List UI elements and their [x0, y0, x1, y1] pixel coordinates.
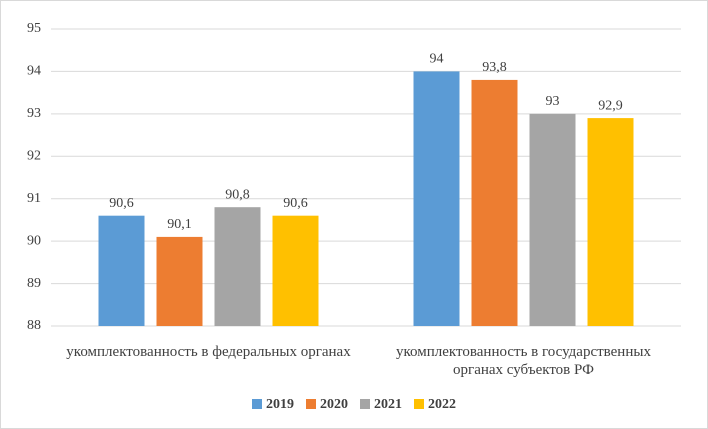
y-tick-label: 93 — [27, 106, 41, 121]
y-tick-label: 92 — [27, 149, 41, 164]
bar — [214, 207, 261, 326]
legend-label: 2020 — [320, 397, 348, 412]
bar — [471, 79, 518, 327]
bar — [272, 215, 319, 326]
legend-swatch — [360, 399, 370, 409]
data-label: 90,6 — [283, 196, 308, 211]
y-tick-label: 89 — [27, 276, 41, 291]
legend-label: 2021 — [374, 397, 402, 412]
x-tick-label: укомплектованность в государственных орг… — [396, 344, 651, 378]
data-label: 90,6 — [109, 196, 134, 211]
legend-item: 2020 — [306, 397, 348, 412]
bar — [156, 236, 203, 326]
legend-swatch — [414, 399, 424, 409]
x-tick-label: укомплектованность в федеральных органах — [66, 344, 351, 360]
legend-label: 2022 — [428, 397, 456, 412]
data-label: 90,8 — [225, 187, 250, 202]
data-label: 93,8 — [482, 60, 507, 75]
bar — [529, 113, 576, 326]
data-label: 90,1 — [167, 217, 192, 232]
legend: 2019 2020 2021 2022 — [1, 397, 707, 413]
legend-item: 2019 — [252, 397, 294, 412]
data-label: 94 — [430, 52, 444, 67]
legend-swatch — [306, 399, 316, 409]
y-tick-label: 94 — [27, 64, 41, 79]
legend-item: 2022 — [414, 397, 456, 412]
y-tick-label: 88 — [27, 318, 41, 333]
bar — [98, 215, 145, 326]
legend-label: 2019 — [266, 397, 294, 412]
y-tick-label: 95 — [27, 21, 41, 36]
bar — [587, 118, 634, 326]
data-label: 92,9 — [598, 98, 623, 113]
legend-item: 2021 — [360, 397, 402, 412]
legend-swatch — [252, 399, 262, 409]
y-tick-label: 91 — [27, 191, 41, 206]
bar — [413, 71, 460, 326]
data-label: 93 — [546, 94, 560, 109]
y-tick-label: 90 — [27, 233, 41, 248]
